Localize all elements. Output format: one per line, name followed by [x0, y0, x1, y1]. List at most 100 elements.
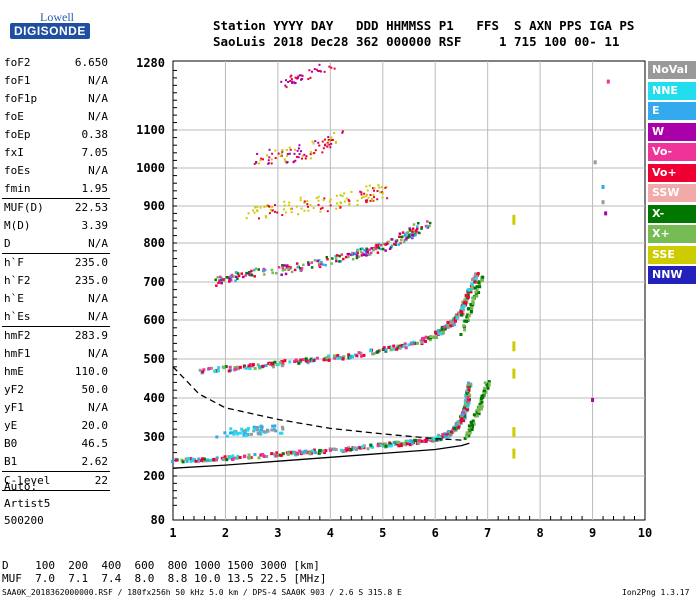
echo-point [225, 434, 229, 438]
echo-point [333, 354, 337, 358]
parameter-row: MUF(D) 22.53 [2, 199, 110, 217]
echo-point [270, 158, 273, 161]
echo-point [442, 325, 446, 329]
echo-point [222, 366, 226, 370]
echo-point [365, 193, 368, 196]
echo-point [309, 357, 313, 361]
echo-point [281, 362, 285, 366]
echo-point [289, 266, 293, 269]
noise-point [593, 160, 597, 165]
echo-point [197, 459, 201, 463]
echo-point [197, 457, 201, 461]
echo-point [284, 84, 287, 87]
parameter-name: B0 [4, 437, 18, 450]
echo-point [483, 381, 487, 385]
echo-point [294, 159, 297, 162]
echo-point [416, 341, 420, 345]
echo-point [308, 452, 312, 456]
echo-point [474, 290, 478, 294]
echo-point [318, 69, 321, 72]
echo-point [380, 186, 383, 189]
echo-point [376, 190, 379, 193]
echo-point [181, 460, 185, 464]
echo-point [263, 273, 266, 276]
echo-point [466, 395, 470, 399]
echo-point [370, 197, 373, 200]
echo-point [341, 194, 344, 197]
echo-point [215, 456, 219, 460]
parameter-row: yE 20.0 [2, 417, 110, 435]
echo-point [384, 243, 387, 246]
echo-point [473, 280, 477, 284]
echo-point [485, 382, 489, 386]
parameter-row: yF1 N/A [2, 399, 110, 417]
parameter-value: N/A [88, 74, 108, 87]
echo-point [270, 162, 273, 165]
echo-point [185, 459, 189, 463]
parameter-value: N/A [88, 164, 108, 177]
echo-point [354, 252, 357, 255]
header-values: SaoLuis 2018 Dec28 362 000000 RSF 1 715 … [213, 34, 620, 49]
echo-point [446, 320, 450, 324]
noise-point [606, 79, 610, 84]
echo-point [246, 427, 250, 431]
echo-point [270, 452, 274, 456]
echo-point [467, 434, 471, 438]
echo-point [229, 427, 233, 431]
echo-point [466, 317, 470, 321]
echo-point [290, 270, 294, 274]
echo-point [320, 260, 323, 264]
echo-point [437, 433, 441, 437]
parameter-name: h`F [4, 256, 24, 269]
echo-point [314, 451, 318, 455]
echo-point [389, 442, 393, 446]
echo-point [331, 138, 334, 141]
echo-point [270, 428, 274, 432]
echo-point [355, 256, 359, 260]
echo-point [463, 414, 467, 418]
echo-point [297, 213, 300, 216]
echo-point [385, 186, 388, 189]
echo-point [381, 242, 385, 246]
echo-point [317, 451, 321, 455]
echo-point [411, 233, 414, 237]
echo-point [299, 266, 302, 270]
echo-point [381, 347, 385, 351]
echo-point [323, 70, 326, 73]
echo-point [348, 203, 351, 206]
parameter-row: fxI 7.05 [2, 144, 110, 162]
echo-point [317, 199, 320, 202]
echo-point [351, 253, 354, 256]
echo-point [278, 431, 282, 435]
echo-point [460, 415, 464, 419]
echo-point [396, 344, 400, 348]
echo-point [444, 324, 448, 328]
echo-point [384, 186, 387, 189]
parameter-name: foE [4, 110, 24, 123]
echo-point [370, 247, 373, 250]
parameter-row: foEs N/A [2, 162, 110, 180]
echo-point [471, 301, 475, 305]
echo-point [309, 204, 312, 207]
echo-point [462, 301, 466, 305]
echo-point [235, 271, 238, 274]
echo-point [295, 155, 298, 158]
echo-point [321, 140, 324, 143]
echo-point [342, 257, 345, 261]
echo-point [321, 151, 324, 154]
echo-point [366, 250, 370, 254]
echo-point [271, 152, 274, 155]
echo-point [372, 189, 375, 192]
echo-point [388, 247, 392, 251]
echo-point [347, 198, 350, 201]
echo-point [446, 325, 450, 329]
echo-point [368, 248, 371, 252]
echo-point [359, 354, 363, 358]
echo-point [232, 432, 236, 436]
echo-point [376, 350, 380, 354]
echo-point [258, 162, 261, 165]
parameter-row: hmF2 283.9 [2, 327, 110, 345]
echo-point [329, 146, 332, 149]
echo-point [475, 285, 479, 289]
echo-point [294, 81, 297, 84]
